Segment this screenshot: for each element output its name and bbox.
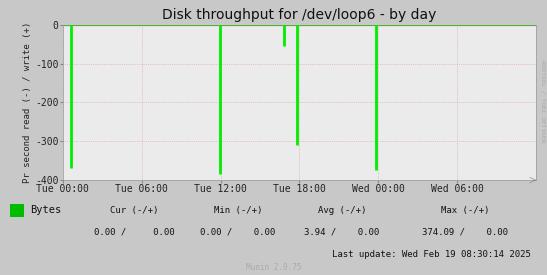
Text: Min (-/+): Min (-/+) [214,206,262,215]
Text: Max (-/+): Max (-/+) [441,206,489,215]
Text: RRDTOOL / TOBI OETIKER: RRDTOOL / TOBI OETIKER [541,60,546,143]
Text: Cur (-/+): Cur (-/+) [110,206,158,215]
Y-axis label: Pr second read (-) / write (+): Pr second read (-) / write (+) [24,22,32,183]
Text: 0.00 /    0.00: 0.00 / 0.00 [200,228,276,237]
Title: Disk throughput for /dev/loop6 - by day: Disk throughput for /dev/loop6 - by day [162,8,437,22]
Text: Last update: Wed Feb 19 08:30:14 2025: Last update: Wed Feb 19 08:30:14 2025 [331,250,531,259]
Text: Avg (-/+): Avg (-/+) [318,206,366,215]
Text: 0.00 /     0.00: 0.00 / 0.00 [94,228,174,237]
Text: 374.09 /    0.00: 374.09 / 0.00 [422,228,508,237]
Text: 3.94 /    0.00: 3.94 / 0.00 [304,228,380,237]
Text: Bytes: Bytes [30,205,61,215]
Text: Munin 2.0.75: Munin 2.0.75 [246,263,301,272]
